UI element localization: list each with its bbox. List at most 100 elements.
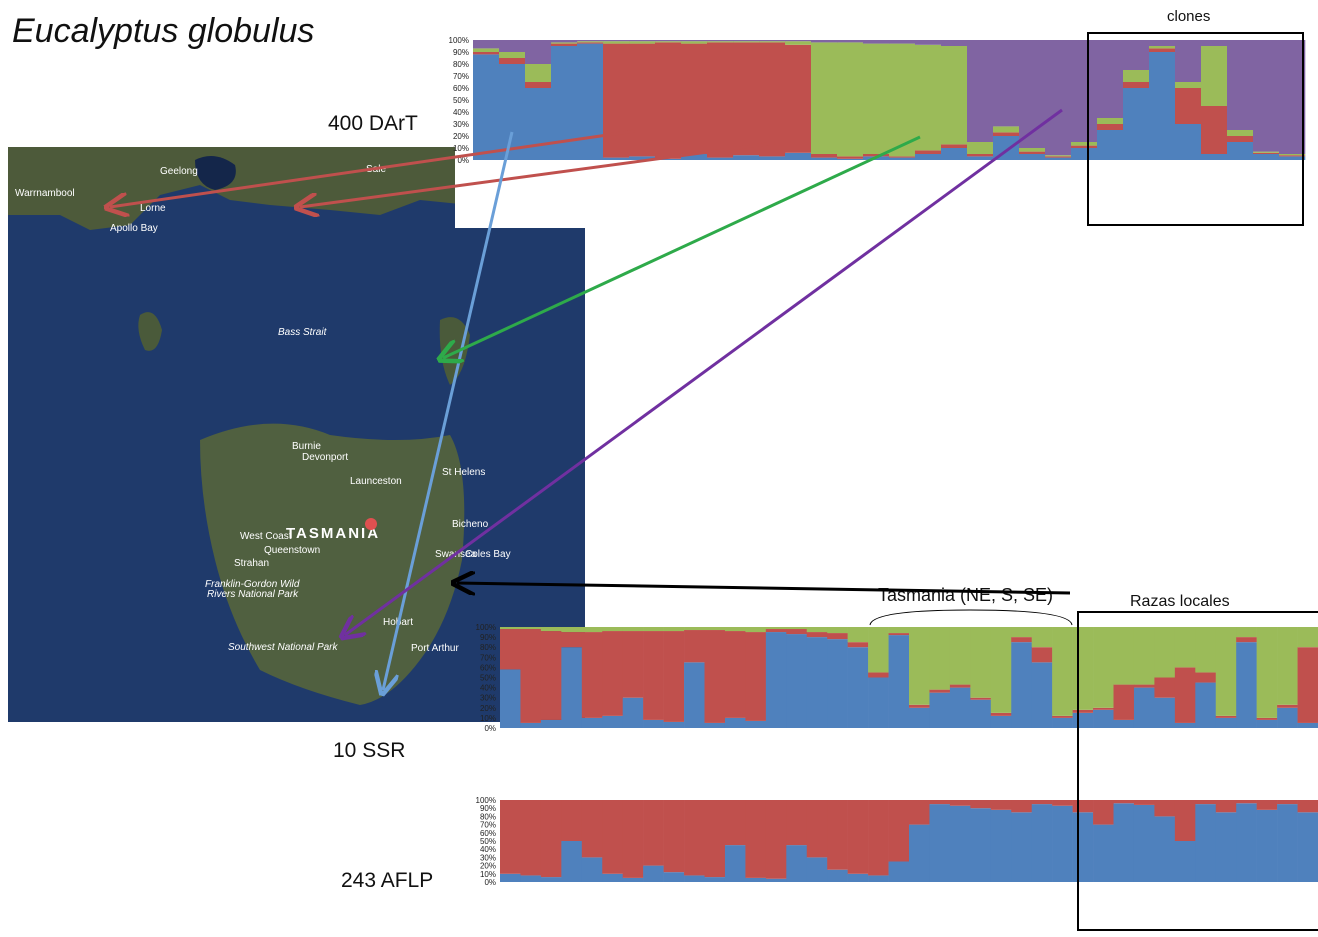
bar-segment: [525, 82, 551, 88]
bar-segment: [848, 627, 869, 642]
bar-segment: [1019, 148, 1045, 152]
bar-segment: [1277, 705, 1298, 708]
y-tick-label: 60%: [480, 663, 496, 672]
bar-segment: [1052, 800, 1073, 806]
bar-segment: [1154, 816, 1175, 882]
place: Queenstown: [264, 545, 320, 556]
y-tick-label: 20%: [453, 132, 469, 141]
bar-segment: [848, 800, 869, 874]
bar-segment: [868, 672, 889, 677]
bar-segment: [561, 632, 582, 647]
box-label: Razas locales: [1130, 593, 1230, 610]
bar-segment: [807, 632, 828, 637]
bar-segment: [1201, 40, 1227, 46]
bar-segment: [499, 64, 525, 160]
bar-segment: [1071, 148, 1097, 160]
bar-segment: [1227, 40, 1253, 130]
bar-segment: [664, 800, 685, 872]
place: Strahan: [234, 558, 269, 569]
bar-segment: [1114, 803, 1135, 882]
bar-segment: [1175, 88, 1201, 124]
bar-segment: [991, 716, 1012, 728]
bar-segment: [1052, 718, 1073, 728]
bar-segment: [1298, 800, 1318, 812]
bar-segment: [889, 800, 910, 862]
bar-segment: [929, 693, 950, 728]
bar-segment: [643, 631, 664, 720]
bar-segment: [684, 630, 705, 662]
bar-segment: [941, 148, 967, 160]
bar-segment: [602, 716, 623, 728]
bar-segment: [1227, 136, 1253, 142]
bar-segment: [1011, 812, 1032, 882]
bar-segment: [786, 845, 807, 882]
bar-segment: [684, 800, 705, 875]
bar-segment: [1154, 698, 1175, 728]
box-label: clones: [1167, 8, 1210, 25]
bar-segment: [1071, 146, 1097, 148]
bar-segment: [967, 154, 993, 156]
bar-segment: [759, 156, 785, 160]
bar-segment: [967, 40, 993, 142]
bar-segment: [1257, 720, 1278, 728]
bar-segment: [1253, 153, 1279, 154]
page: {"title":"Eucalyptus globulus", "labels"…: [0, 0, 1318, 937]
bar-segment: [991, 810, 1012, 882]
bar-segment: [1253, 152, 1279, 153]
bar-segment: [655, 42, 681, 158]
bar-segment: [970, 627, 991, 698]
marker-label: 10 SSR: [333, 739, 405, 762]
place: Coles Bay: [465, 549, 511, 560]
place: Lorne: [140, 203, 166, 214]
bar-segment: [1093, 800, 1114, 825]
bar-segment: [707, 40, 733, 41]
bar-segment: [848, 874, 869, 882]
y-tick-label: 50%: [480, 674, 496, 683]
marker-label: 243 AFLP: [341, 869, 433, 892]
bar-segment: [1236, 803, 1257, 882]
bar-segment: [967, 156, 993, 160]
bar-segment: [1253, 40, 1279, 152]
bar-segment: [705, 627, 726, 630]
bar-segment: [1073, 812, 1094, 882]
bar-segment: [577, 41, 603, 42]
bar-segment: [1011, 627, 1032, 637]
bar-segment: [1175, 667, 1196, 723]
bar-segment: [473, 52, 499, 54]
bar-segment: [561, 841, 582, 882]
bar-segment: [603, 44, 629, 158]
bar-segment: [733, 41, 759, 42]
bar-segment: [1195, 800, 1216, 804]
bar-segment: [520, 723, 541, 728]
bar-segment: [1073, 713, 1094, 728]
bar-segment: [1052, 716, 1073, 718]
slide: Eucalyptus globulus Geelong Sale Warrnam…: [0, 0, 1318, 937]
bar-segment: [1011, 642, 1032, 728]
place: Warrnambool: [15, 188, 75, 199]
bar-segment: [827, 633, 848, 639]
y-tick-label: 100%: [476, 623, 496, 632]
bar-segment: [868, 800, 889, 875]
bar-segment: [745, 800, 766, 878]
bar-segment: [1114, 720, 1135, 728]
bar-segment: [811, 154, 837, 158]
bar-segment: [863, 44, 889, 154]
bar-segment: [1298, 647, 1318, 723]
bar-segment: [1195, 672, 1216, 682]
bar-segment: [786, 634, 807, 728]
bar-segment: [827, 800, 848, 870]
bar-segment: [1123, 88, 1149, 160]
y-tick-label: 90%: [453, 48, 469, 57]
bar-segment: [909, 627, 930, 705]
bar-segment: [1019, 152, 1045, 154]
bar-segment: [1175, 627, 1196, 667]
bar-segment: [582, 718, 603, 728]
bar-segment: [725, 800, 746, 845]
bar-segment: [759, 40, 785, 41]
bar-segment: [733, 42, 759, 155]
bar-segment: [707, 41, 733, 42]
bar-segment: [929, 627, 950, 690]
bar-segment: [1052, 627, 1073, 716]
bar-segment: [766, 632, 787, 728]
bar-segment: [1093, 825, 1114, 882]
